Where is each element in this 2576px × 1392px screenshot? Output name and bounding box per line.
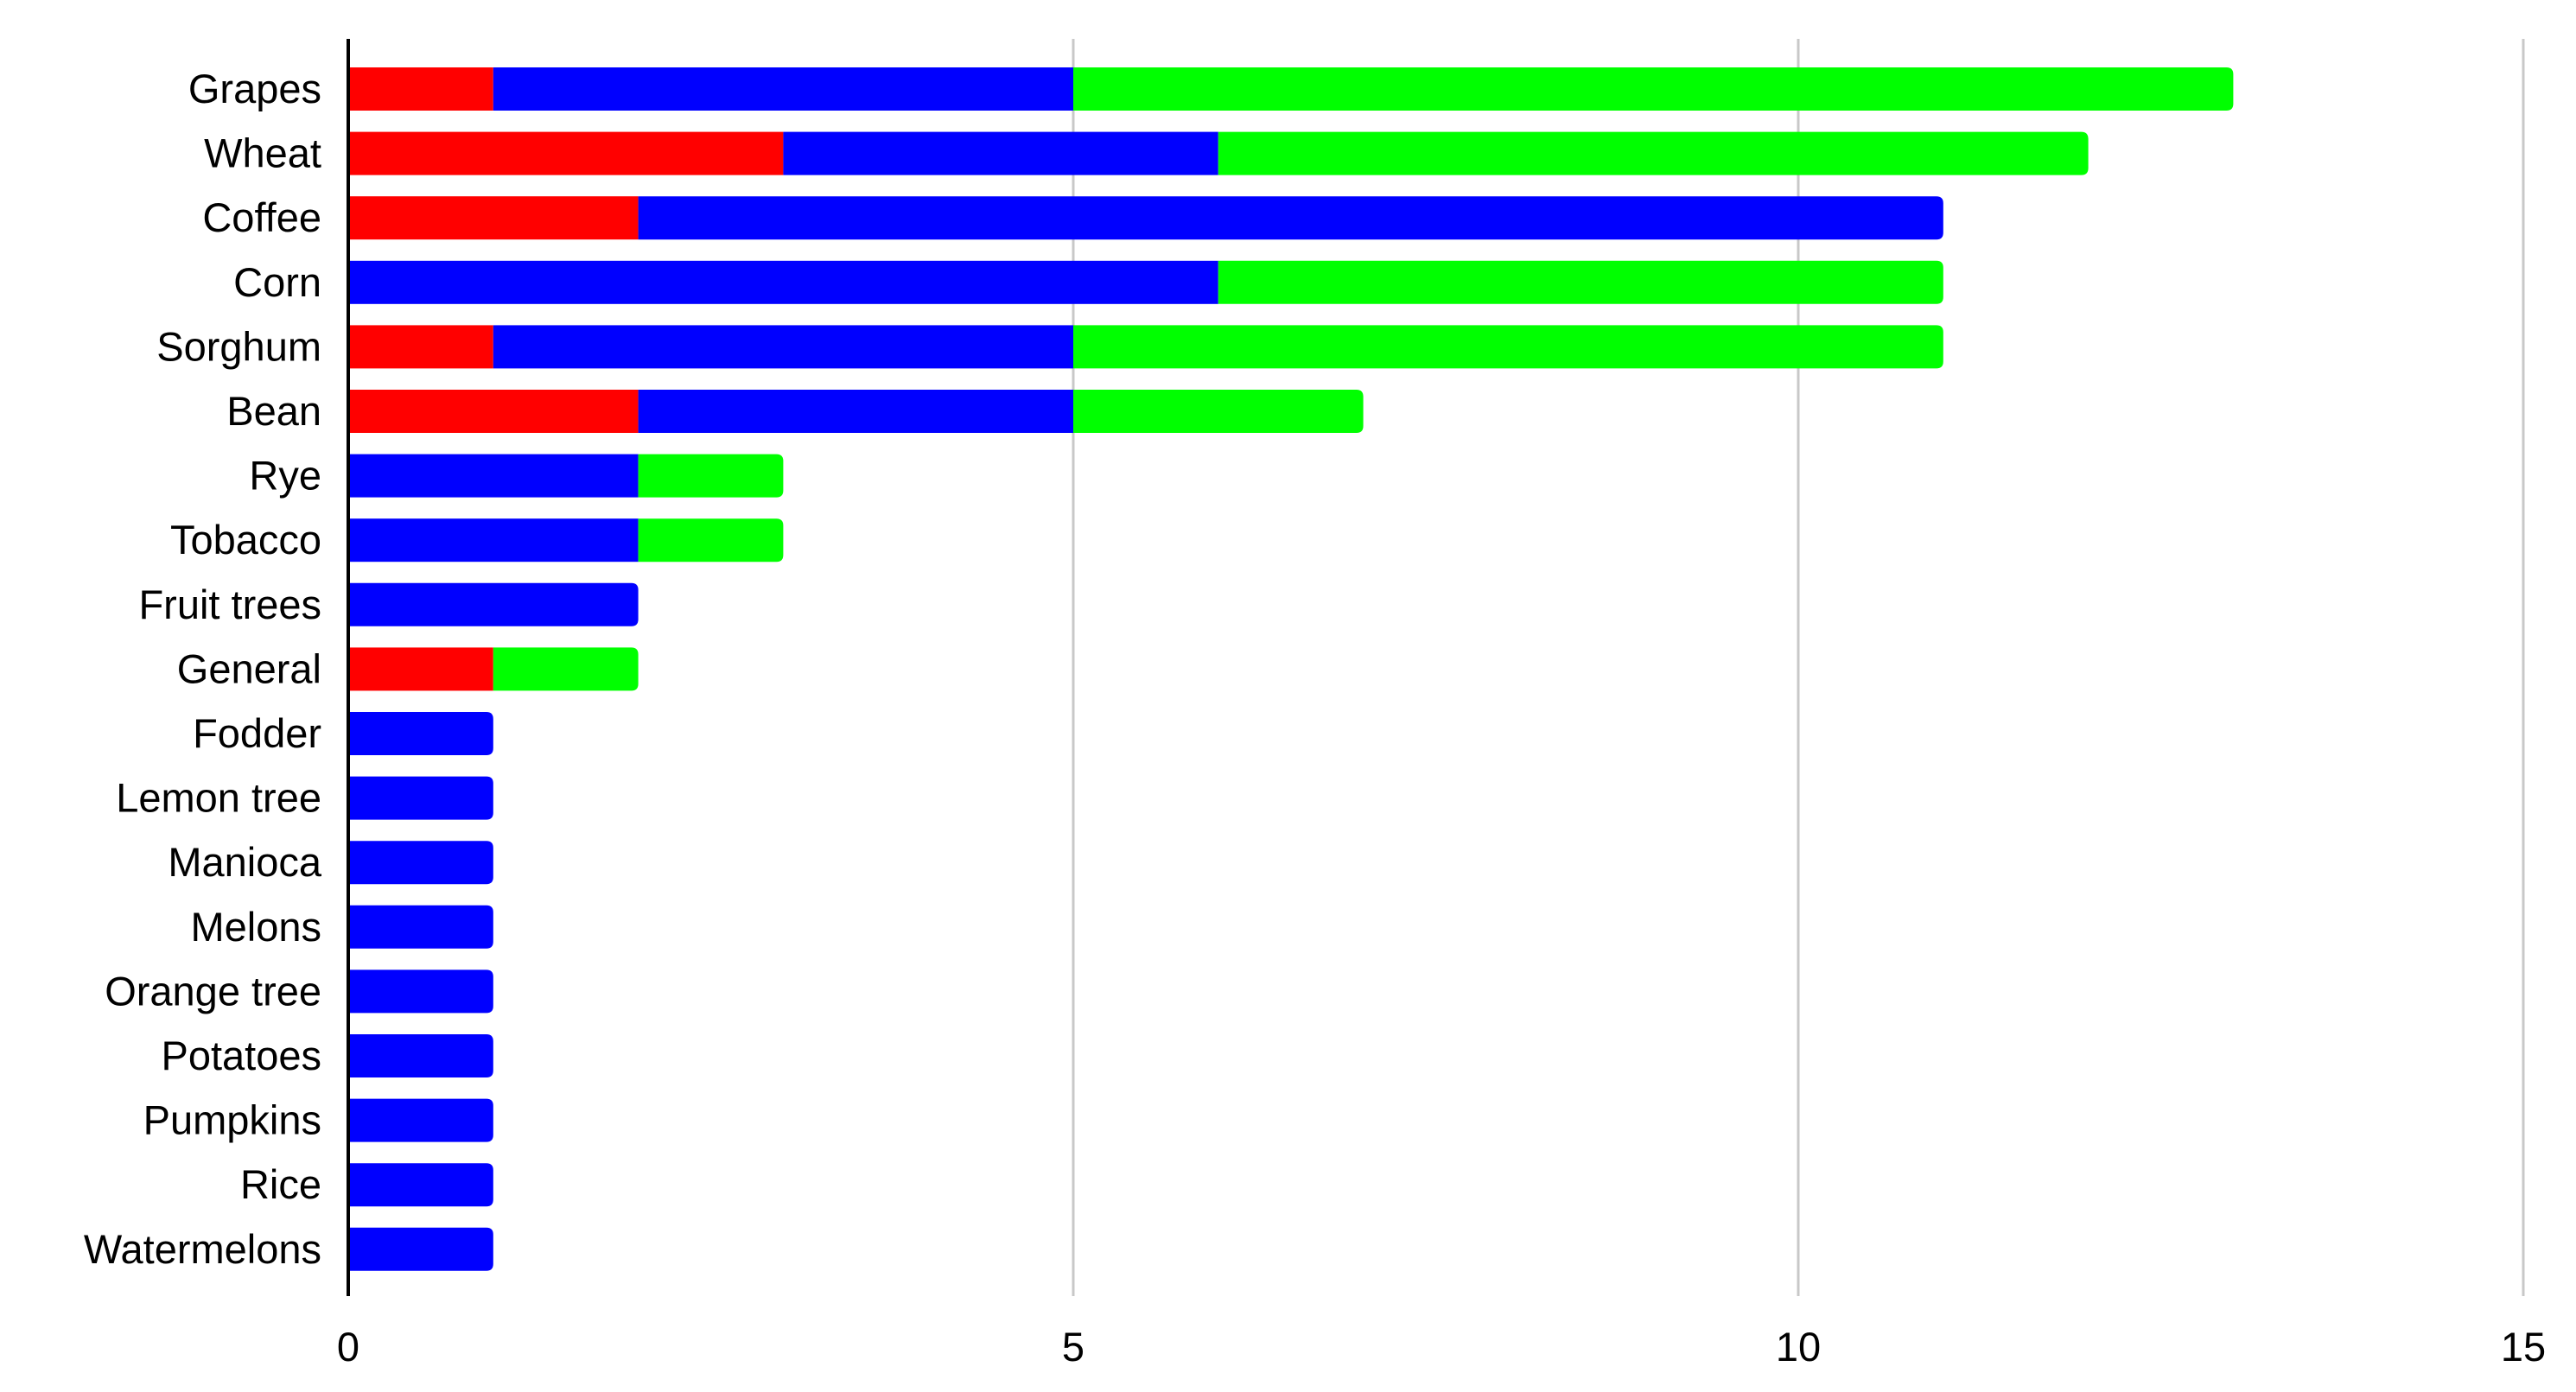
category-label: Lemon tree bbox=[116, 775, 321, 821]
category-label: Melons bbox=[190, 904, 321, 950]
bar-segment bbox=[348, 776, 493, 820]
x-tick-labels: 0 5 10 15 bbox=[337, 1324, 2546, 1370]
bar-segment bbox=[348, 647, 493, 691]
bar-segment bbox=[1073, 67, 2234, 111]
category-label: Fruit trees bbox=[138, 582, 321, 627]
bar-segment bbox=[348, 712, 493, 755]
bar-segment bbox=[493, 67, 1073, 111]
bar-segment bbox=[348, 1034, 493, 1077]
x-tick-label: 10 bbox=[1776, 1324, 1821, 1370]
bar-segment bbox=[1073, 325, 1943, 369]
bar-segment bbox=[348, 518, 639, 563]
bar-segment bbox=[348, 260, 1218, 304]
bar-segment bbox=[348, 1227, 493, 1271]
category-label: Tobacco bbox=[170, 517, 321, 563]
category-labels: Grapes Wheat Coffee Corn Sorghum Bean Rye Tobac… bbox=[84, 66, 322, 1272]
bar-segment bbox=[348, 905, 493, 949]
bar-segment bbox=[348, 1098, 493, 1142]
bar-segment bbox=[348, 969, 493, 1014]
bar-segment bbox=[493, 647, 639, 691]
bar-segment bbox=[1073, 390, 1364, 433]
category-label: General bbox=[177, 645, 321, 691]
bar-segment bbox=[1218, 260, 1943, 304]
bar-segment bbox=[348, 1163, 493, 1207]
bar-segment bbox=[493, 325, 1073, 369]
category-label: Orange tree bbox=[105, 968, 321, 1014]
bar-segment bbox=[348, 841, 493, 885]
bar-segment bbox=[348, 325, 493, 369]
x-tick-label: 15 bbox=[2501, 1324, 2546, 1370]
category-label: Bean bbox=[226, 388, 321, 434]
category-label: Rye bbox=[249, 453, 321, 499]
bar-segment bbox=[638, 390, 1073, 433]
category-label: Manioca bbox=[168, 839, 322, 885]
bar-segment bbox=[348, 131, 784, 175]
bar-segment bbox=[638, 518, 784, 563]
bars bbox=[348, 67, 2234, 1271]
category-label: Rice bbox=[240, 1161, 321, 1207]
bar-segment bbox=[348, 196, 639, 240]
bar-segment bbox=[1218, 131, 2089, 175]
category-label: Fodder bbox=[193, 710, 321, 756]
bar-segment bbox=[348, 390, 639, 433]
category-label: Sorghum bbox=[156, 323, 321, 369]
x-tick-label: 0 bbox=[337, 1324, 359, 1370]
category-label: Pumpkins bbox=[143, 1097, 321, 1143]
bar-segment bbox=[348, 454, 639, 498]
bar-segment bbox=[348, 582, 639, 626]
bar-segment bbox=[783, 131, 1218, 175]
bar-segment bbox=[638, 196, 1943, 240]
category-label: Wheat bbox=[204, 130, 321, 176]
bar-segment bbox=[348, 67, 493, 111]
grid-lines bbox=[1072, 39, 2525, 1296]
x-tick-label: 5 bbox=[1062, 1324, 1084, 1370]
category-label: Grapes bbox=[188, 66, 321, 111]
category-label: Watermelons bbox=[84, 1226, 321, 1272]
category-label: Coffee bbox=[202, 194, 321, 240]
category-label: Potatoes bbox=[161, 1033, 321, 1078]
bar-segment bbox=[638, 454, 784, 498]
category-label: Corn bbox=[233, 259, 321, 305]
